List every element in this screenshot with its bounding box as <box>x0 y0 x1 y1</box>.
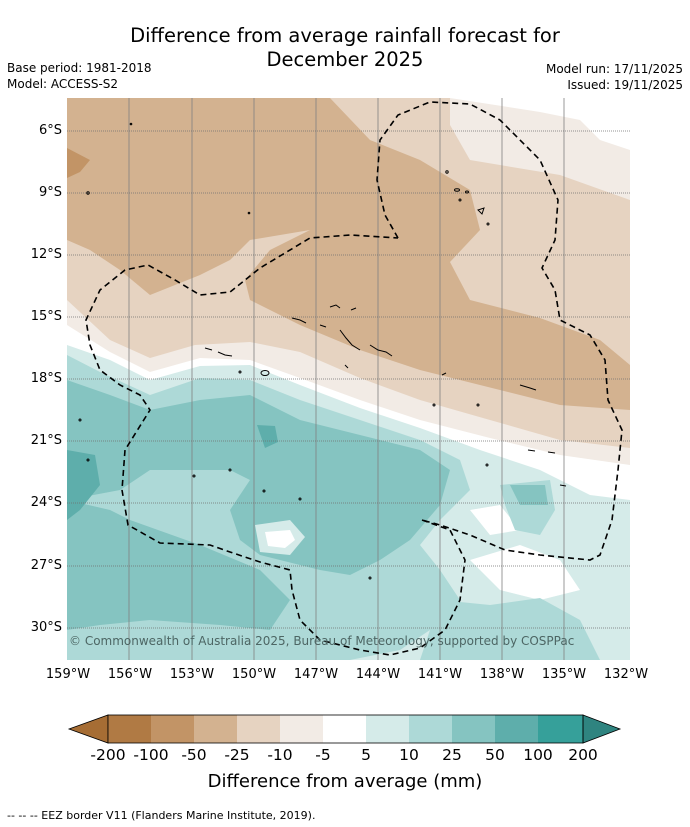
colorbar-title: Difference from average (mm) <box>207 771 483 792</box>
colorbar-min-extension <box>67 714 109 744</box>
island-outlines <box>78 122 567 580</box>
colorbar-tick: 25 <box>442 746 462 764</box>
colorbar-tick: -100 <box>133 746 169 764</box>
meta-right: Model run: 17/11/2025 Issued: 19/11/2025 <box>546 61 683 93</box>
title-line-2: December 2025 <box>266 48 424 71</box>
anomaly-contours <box>67 98 630 660</box>
lon-label: 156°W <box>107 667 153 682</box>
lat-label: 27°S <box>30 558 62 573</box>
model-label: Model: ACCESS-S2 <box>7 77 119 91</box>
map-title: Difference from average rainfall forecas… <box>0 24 690 72</box>
lat-label: 9°S <box>38 185 62 200</box>
lon-label: 135°W <box>541 667 587 682</box>
colorbar-tick: -5 <box>315 746 331 764</box>
model-run-label: Model run: 17/11/2025 <box>545 62 683 76</box>
eez-legend-note: -- -- -- EEZ border V11 (Flanders Marine… <box>7 809 316 822</box>
lat-label: 21°S <box>30 433 62 448</box>
lat-label: 12°S <box>30 247 62 262</box>
issued-label: Issued: 19/11/2025 <box>567 78 683 92</box>
lat-label: 15°S <box>30 309 62 324</box>
lon-label: 153°W <box>169 667 215 682</box>
eez-border <box>85 101 623 656</box>
colorbar-tick: 100 <box>523 746 553 764</box>
lon-label: 150°W <box>231 667 277 682</box>
colorbar-tick: -50 <box>181 746 207 764</box>
lat-label: 6°S <box>38 123 62 138</box>
meta-left: Base period: 1981-2018 Model: ACCESS-S2 <box>7 60 152 92</box>
colorbar-tick: 200 <box>568 746 598 764</box>
colorbar-max-extension <box>582 714 622 744</box>
lat-label: 18°S <box>30 371 62 386</box>
lat-label: 30°S <box>30 620 62 635</box>
colorbar-tick: -25 <box>224 746 250 764</box>
copyright-notice: © Commonwealth of Australia 2025, Bureau… <box>69 634 575 648</box>
base-period-label: Base period: 1981-2018 <box>7 61 152 75</box>
colorbar-tick: -200 <box>90 746 126 764</box>
lon-label: 138°W <box>479 667 525 682</box>
colorbar-tick: 50 <box>485 746 505 764</box>
lon-label: 144°W <box>355 667 401 682</box>
lon-label: 159°W <box>45 667 91 682</box>
title-line-1: Difference from average rainfall forecas… <box>130 24 560 47</box>
lat-label: 24°S <box>30 495 62 510</box>
lon-label: 141°W <box>417 667 463 682</box>
lon-label: 132°W <box>603 667 649 682</box>
colorbar-tick: 5 <box>361 746 371 764</box>
colorbar-tick: -10 <box>267 746 293 764</box>
colorbar <box>67 714 622 744</box>
lon-label: 147°W <box>293 667 339 682</box>
colorbar-tick: 10 <box>399 746 419 764</box>
